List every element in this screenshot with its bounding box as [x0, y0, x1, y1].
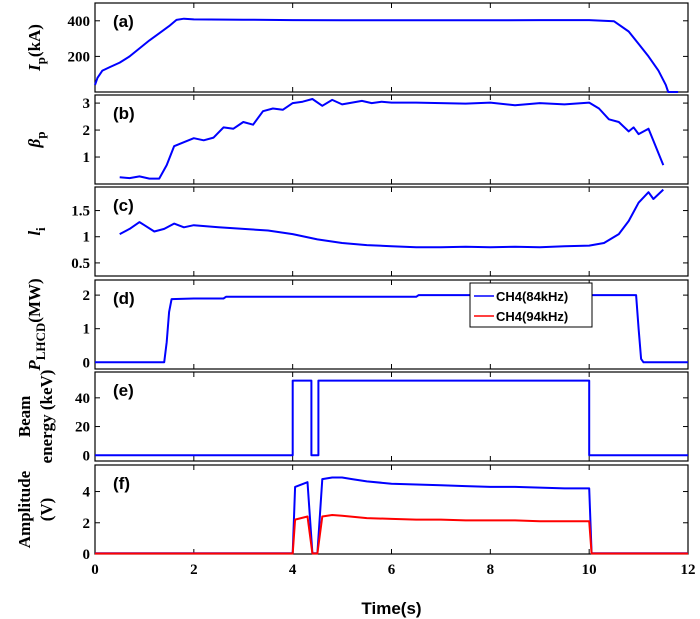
panel-tag: (a) [113, 12, 134, 31]
panel-b: 1 2 3 (b) βp [25, 94, 689, 185]
panel-frame-c [94, 186, 689, 277]
x-tick-label: 6 [388, 562, 396, 578]
series-line-f-0 [95, 476, 688, 555]
x-tick-label: 4 [289, 562, 297, 578]
legend-label: CH4(84kHz) [496, 289, 568, 304]
y-tick-label: 1.5 [71, 204, 90, 220]
panel-tag: (b) [113, 104, 135, 123]
x-tick-label: 2 [190, 562, 198, 578]
y-tick-label: 1 [83, 230, 91, 246]
panel-e: 0 20 40 (e) Beam energy (keV) [15, 370, 689, 464]
x-tick-label: 12 [681, 562, 696, 578]
x-tick-label: 0 [91, 562, 99, 578]
y-tick-label: 0 [83, 355, 91, 371]
series-line-f-1 [95, 514, 688, 555]
panel-frame-a [94, 2, 689, 93]
panel-tag: (c) [113, 196, 134, 215]
y-tick-label: 40 [75, 391, 90, 407]
legend-label: CH4(94kHz) [496, 309, 568, 324]
y-tick-label: 0 [83, 547, 91, 563]
y-tick-label: 1 [83, 322, 91, 338]
y-axis-label-unit: (V) [37, 498, 56, 522]
panel-f: 0 2 4 (f) Amplitude (V) [15, 464, 689, 563]
y-axis-label-unit: energy (keV) [37, 370, 56, 464]
x-axis-label: Time(s) [361, 599, 421, 618]
y-tick-label: 2 [83, 123, 91, 139]
series-line-d-0 [95, 294, 688, 364]
y-tick-label: 2 [83, 516, 91, 532]
panel-tag: (e) [113, 381, 134, 400]
y-axis-label: li [25, 227, 48, 236]
y-axis-label: βp [25, 132, 48, 149]
legend-box [469, 282, 593, 328]
y-tick-label: 2 [83, 288, 91, 304]
y-axis-label: Ip(kA) [25, 24, 48, 72]
series-line-c-0 [119, 188, 664, 249]
x-tick-label: 8 [487, 562, 495, 578]
x-tick-label: 10 [582, 562, 597, 578]
panel-c: 0.5 1 1.5 (c) li [25, 186, 689, 277]
y-tick-label: 3 [83, 96, 91, 112]
y-tick-label: 200 [68, 49, 91, 65]
y-axis-label: Beam [15, 396, 34, 438]
legend: CH4(84kHz) CH4(94kHz) [469, 282, 593, 328]
panel-a: 200 400 (a) Ip(kA) [25, 2, 689, 93]
panel-frame-f [94, 464, 689, 555]
series-line-a-0 [94, 17, 679, 93]
series-line-e-0 [95, 379, 688, 457]
panel-tag: (f) [113, 474, 130, 493]
panel-d: 0 1 2 (d) PLHCD(MW) CH4(84kHz) CH4(94kHz) [25, 278, 689, 372]
y-tick-label: 4 [83, 485, 91, 501]
y-tick-label: 20 [75, 420, 90, 436]
y-tick-label: 1 [83, 150, 91, 166]
y-tick-label: 0.5 [71, 256, 90, 272]
panel-frame-d [94, 279, 689, 370]
series-line-b-0 [119, 98, 665, 180]
y-tick-label: 0 [83, 448, 91, 464]
y-tick-label: 400 [68, 14, 91, 30]
y-axis-label: PLHCD(MW) [25, 278, 48, 371]
panel-tag: (d) [113, 289, 135, 308]
y-axis-label: Amplitude [15, 470, 34, 548]
panel-frame-e [94, 371, 689, 462]
